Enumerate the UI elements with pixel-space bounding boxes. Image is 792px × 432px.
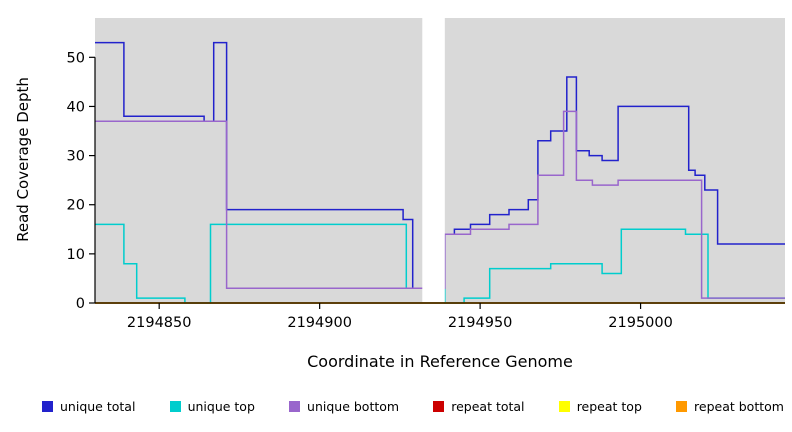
legend-item-unique-top: unique top [169, 399, 255, 414]
y-axis-label: Read Coverage Depth [14, 77, 32, 242]
y-tick-label: 50 [67, 50, 85, 66]
legend-item-repeat-top: repeat top [558, 399, 642, 414]
legend-label-unique-total: unique total [60, 399, 136, 414]
legend-swatch-repeat-top [558, 401, 570, 412]
x-axis-label: Coordinate in Reference Genome [307, 352, 573, 371]
masked-region [422, 17, 445, 302]
legend-swatch-repeat-total [433, 401, 445, 412]
legend-label-repeat-top: repeat top [576, 399, 642, 414]
legend-swatch-unique-bottom [289, 401, 301, 412]
legend-item-unique-total: unique total [42, 399, 135, 414]
x-tick-label: 2194950 [448, 315, 513, 331]
legend-item-repeat-bottom: repeat bottom [676, 399, 784, 414]
series-line-unique-top [95, 223, 785, 304]
legend-item-unique-bottom: unique bottom [289, 399, 399, 414]
legend-swatch-repeat-bottom [676, 401, 688, 412]
y-tick-label: 0 [76, 296, 85, 312]
x-tick-label: 2194850 [127, 315, 192, 331]
coverage-plot: 2194850 2194900 2194950 2195000 0 10 20 30 40 50 [67, 17, 785, 331]
y-tick-label: 30 [67, 149, 85, 165]
y-tick-label: 10 [67, 247, 85, 263]
y-tick-label: 20 [67, 198, 85, 214]
legend-label-unique-bottom: unique bottom [307, 399, 400, 414]
legend: unique total unique top unique bottom re… [42, 399, 784, 414]
legend-label-repeat-bottom: repeat bottom [694, 399, 784, 414]
legend-swatch-unique-top [169, 401, 181, 412]
y-tick-label: 40 [67, 99, 85, 115]
x-tick-label: 2194900 [287, 315, 352, 331]
legend-label-repeat-total: repeat total [451, 399, 525, 414]
legend-swatch-unique-total [42, 401, 53, 412]
x-tick-label: 2195000 [608, 315, 673, 331]
legend-item-repeat-total: repeat total [433, 399, 525, 414]
legend-label-unique-top: unique top [187, 399, 255, 414]
